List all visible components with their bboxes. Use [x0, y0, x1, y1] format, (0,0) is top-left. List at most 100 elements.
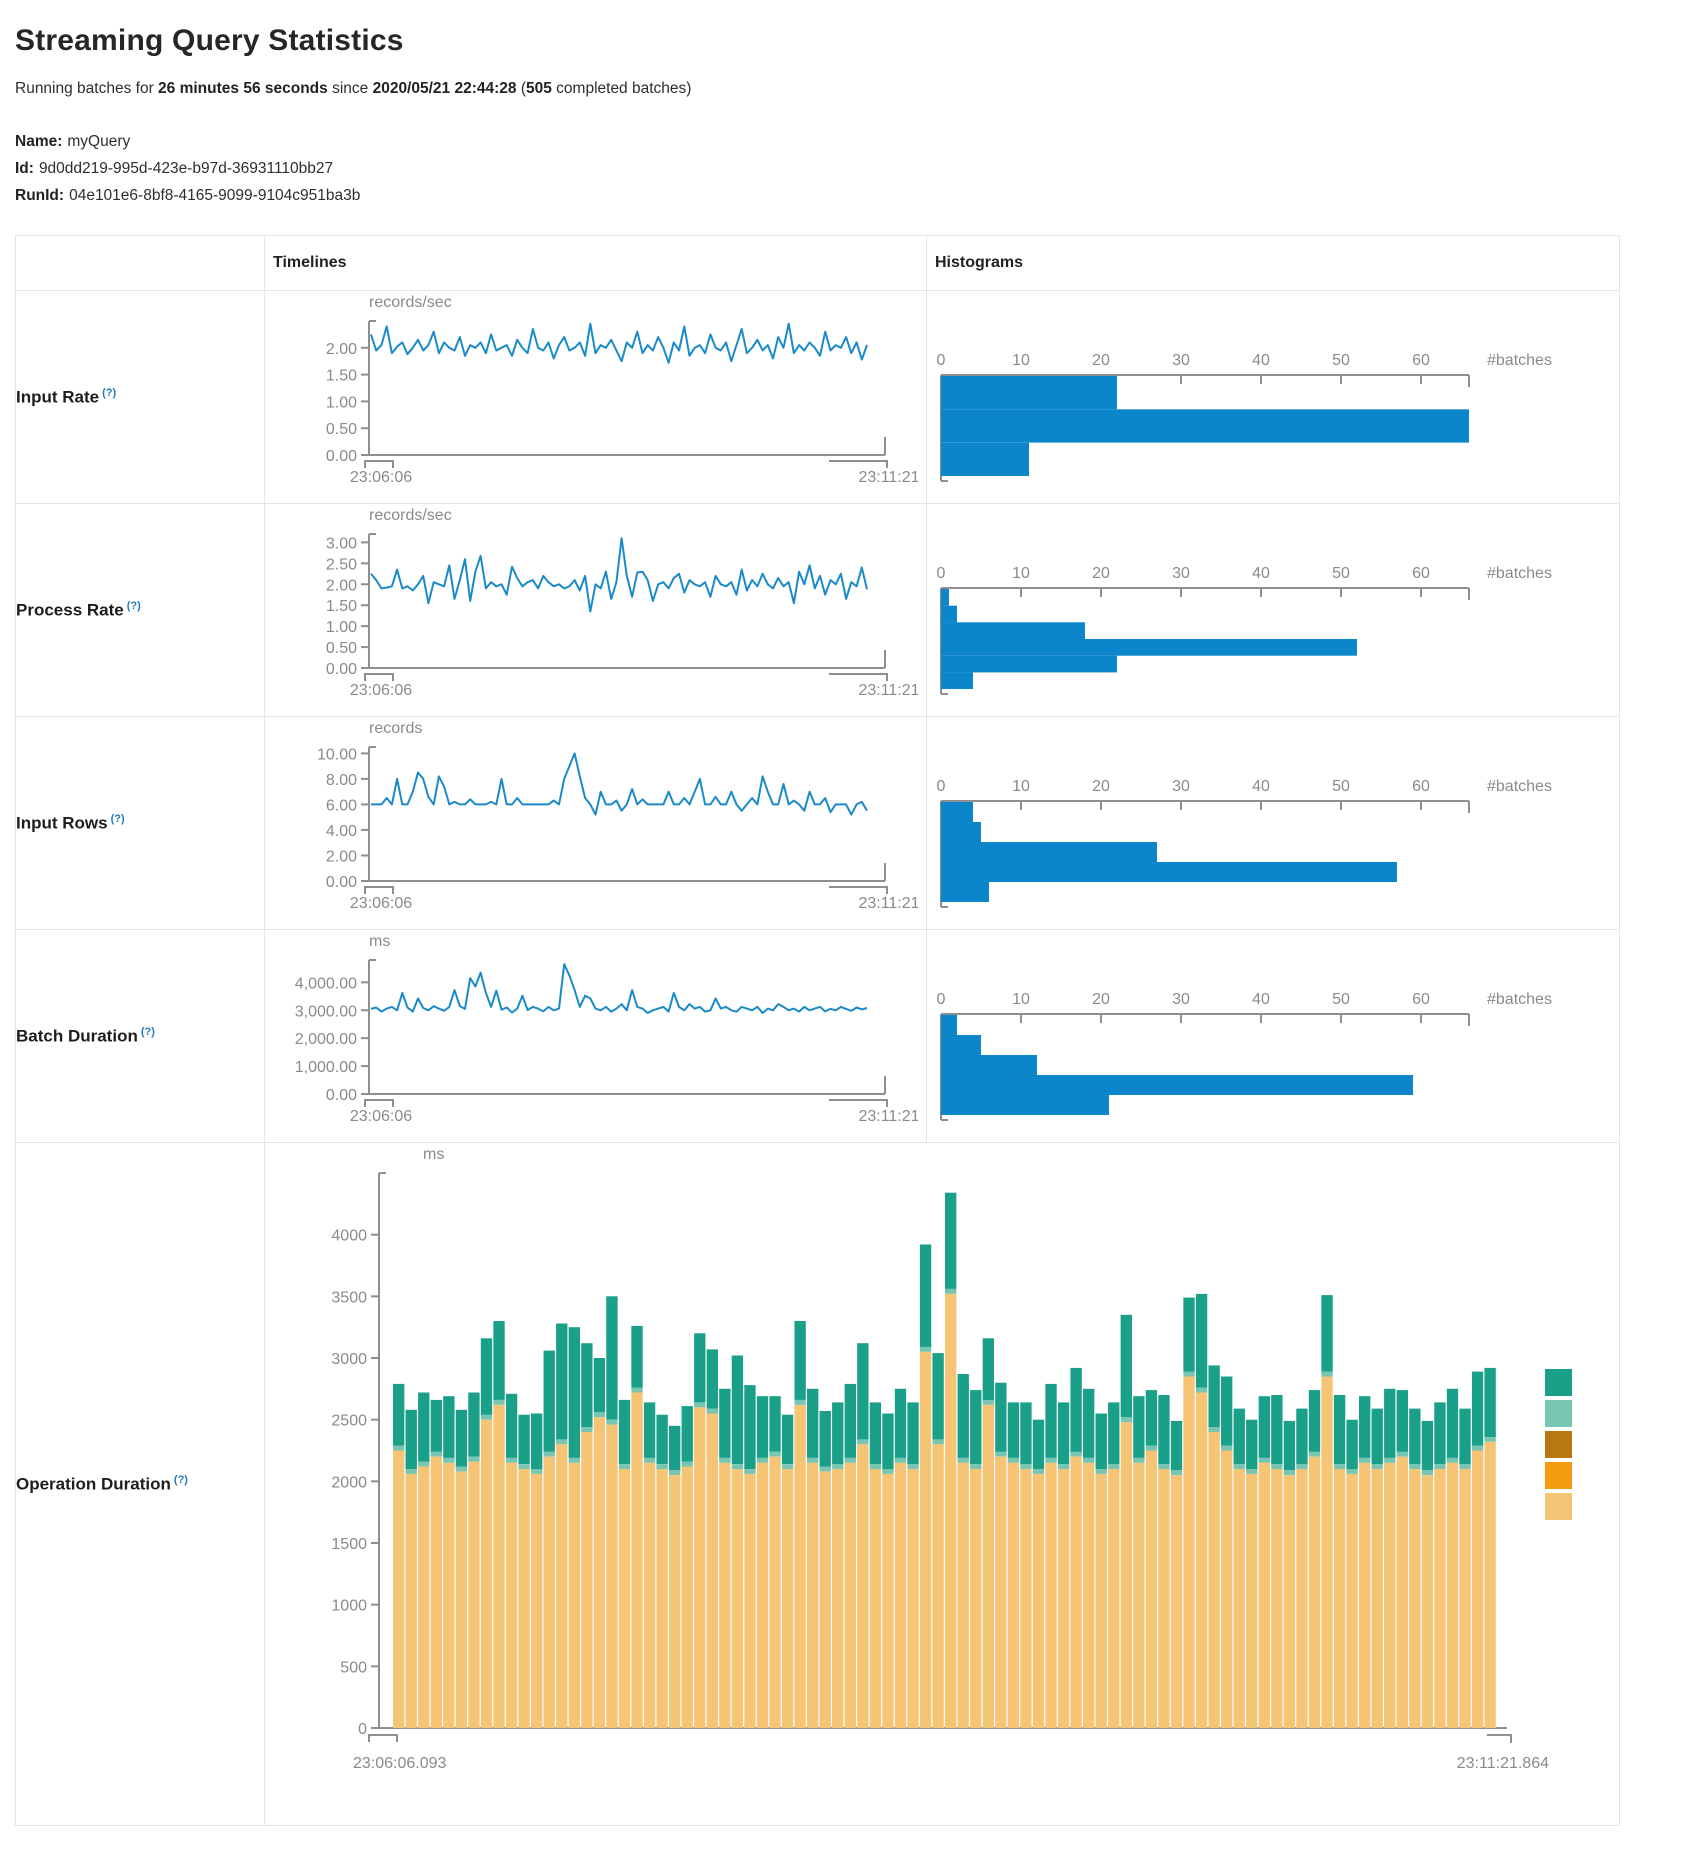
- svg-text:2,000.00: 2,000.00: [295, 1031, 357, 1048]
- stacked-bar-segment-light-teal-segment: [781, 1464, 794, 1469]
- stacked-bar-segment-tan-segment: [455, 1471, 468, 1728]
- stacked-bar-segment-teal-segment: [405, 1409, 417, 1469]
- stacked-bar-segment-teal-segment: [769, 1396, 781, 1452]
- stacked-bar-segment-light-teal-segment: [1359, 1457, 1371, 1463]
- stacked-bar-segment-teal-segment: [593, 1358, 606, 1413]
- stacked-bar-segment-tan-segment: [1471, 1450, 1484, 1728]
- stacked-bar-segment-light-teal-segment: [1371, 1464, 1383, 1469]
- paren-close: completed batches): [551, 80, 692, 97]
- histogram-bar: [941, 655, 1117, 673]
- svg-text:50: 50: [1332, 565, 1350, 582]
- svg-text:23:11:21.864: 23:11:21.864: [1457, 1755, 1549, 1772]
- svg-text:23:11:21: 23:11:21: [858, 469, 918, 486]
- stacked-bar-segment-tan-segment: [919, 1351, 932, 1728]
- help-icon[interactable]: (?): [102, 386, 117, 399]
- stacked-bar-segment-teal-segment: [719, 1388, 731, 1458]
- stacked-bar-segment-tan-segment: [480, 1419, 493, 1728]
- stacked-bar-segment-tan-segment: [1296, 1469, 1308, 1728]
- histogram-bar: [941, 376, 1117, 410]
- svg-text:23:06:06.093: 23:06:06.093: [353, 1755, 447, 1772]
- stacked-bar-segment-tan-segment: [568, 1462, 580, 1728]
- stacked-bar-segment-teal-segment: [393, 1383, 405, 1446]
- stacked-bar-segment-light-teal-segment: [832, 1464, 844, 1469]
- id-value: 9d0dd219-995d-423e-b97d-36931110bb27: [38, 160, 334, 177]
- stacked-bar-segment-tan-segment: [1195, 1392, 1208, 1728]
- batch-duration-histogram-chart: 0 10 20 30 40 50 60 #batches: [937, 991, 1552, 1121]
- help-icon[interactable]: (?): [126, 599, 141, 612]
- process-rate-histogram-cell: 0 10 20 30 40 50 60 #batches: [926, 503, 1620, 717]
- stacked-bar-segment-tan-segment: [505, 1462, 518, 1728]
- stacked-bar-segment-tan-segment: [656, 1469, 668, 1728]
- histogram-bar: [941, 589, 949, 606]
- stacked-bar-segment-teal-segment: [945, 1192, 957, 1289]
- stacked-bar-segment-teal-segment: [681, 1406, 693, 1462]
- stacked-bar-segment-tan-segment: [1145, 1450, 1158, 1728]
- stacked-bar-segment-light-teal-segment: [907, 1464, 919, 1469]
- stacked-bar-segment-light-teal-segment: [1484, 1436, 1496, 1442]
- svg-text:1.00: 1.00: [326, 394, 357, 411]
- svg-text:20: 20: [1092, 778, 1110, 795]
- stacked-bar-segment-teal-segment: [869, 1402, 882, 1465]
- stacked-bar-segment-teal-segment: [1359, 1396, 1371, 1458]
- svg-text:20: 20: [1092, 352, 1110, 369]
- stacked-bar-segment-teal-segment: [1195, 1293, 1208, 1388]
- svg-text:1.00: 1.00: [326, 619, 357, 636]
- stacked-bar-segment-tan-segment: [1359, 1462, 1371, 1728]
- legend-swatch: [1545, 1400, 1572, 1427]
- svg-text:30: 30: [1172, 352, 1190, 369]
- svg-text:0.00: 0.00: [326, 874, 357, 891]
- stacked-bar-segment-teal-segment: [1271, 1395, 1283, 1465]
- query-id-line: Id: 9d0dd219-995d-423e-b97d-36931110bb27: [15, 155, 1693, 182]
- paren-open: (: [516, 80, 526, 97]
- stacked-bar-segment-light-teal-segment: [393, 1445, 405, 1451]
- stacked-bar-segment-tan-segment: [556, 1444, 568, 1728]
- stacked-bar-segment-tan-segment: [694, 1407, 706, 1728]
- svg-text:0.00: 0.00: [326, 1087, 357, 1104]
- svg-text:40: 40: [1252, 778, 1270, 795]
- stacked-bar-segment-light-teal-segment: [807, 1457, 819, 1463]
- stacked-bar-segment-light-teal-segment: [932, 1439, 944, 1445]
- help-icon[interactable]: (?): [173, 1473, 188, 1486]
- svg-text:0.50: 0.50: [326, 640, 357, 657]
- stacked-bar-segment-teal-segment: [794, 1321, 806, 1400]
- stacked-bar-segment-tan-segment: [493, 1404, 505, 1728]
- stacked-bar-segment-tan-segment: [531, 1473, 543, 1728]
- stacked-bar-segment-teal-segment: [1208, 1365, 1220, 1428]
- operation-duration-stacked-chart: ms 0 500 1000 1500 2000 2500 3000 3500 4000 23:06:…: [331, 1146, 1572, 1772]
- operation-duration-label: Operation Duration: [16, 1474, 171, 1494]
- stacked-bar-segment-light-teal-segment: [1158, 1464, 1170, 1469]
- svg-text:23:06:06: 23:06:06: [350, 895, 412, 912]
- svg-text:2.00: 2.00: [326, 848, 357, 865]
- stacked-bar-segment-light-teal-segment: [1020, 1464, 1032, 1469]
- stacked-bar-segment-tan-segment: [1384, 1462, 1396, 1728]
- stacked-bar-segment-teal-segment: [1170, 1420, 1183, 1471]
- stacked-bar-segment-tan-segment: [982, 1404, 994, 1728]
- stacked-bar-segment-teal-segment: [1396, 1390, 1408, 1452]
- stacked-bar-segment-light-teal-segment: [1108, 1464, 1120, 1469]
- svg-text:3.00: 3.00: [326, 535, 357, 552]
- svg-text:40: 40: [1252, 991, 1270, 1008]
- table-row-process-rate: Process Rate (?) records/sec 0.00 0.50 1.00 1…: [15, 503, 1620, 717]
- stacked-bar-segment-tan-segment: [1070, 1456, 1082, 1728]
- histogram-bar: [941, 1075, 1413, 1095]
- stacked-bar-segment-teal-segment: [1145, 1390, 1158, 1446]
- stacked-bar-segment-tan-segment: [643, 1462, 656, 1728]
- stacked-bar-segment-light-teal-segment: [857, 1439, 869, 1445]
- page-title: Streaming Query Statistics: [15, 24, 404, 57]
- svg-text:2.00: 2.00: [326, 341, 357, 358]
- svg-text:60: 60: [1412, 991, 1430, 1008]
- stacked-bar-segment-light-teal-segment: [1195, 1387, 1208, 1393]
- stacked-bar-segment-light-teal-segment: [1333, 1464, 1346, 1469]
- stacked-bar-segment-light-teal-segment: [769, 1451, 781, 1457]
- legend-swatch: [1545, 1431, 1572, 1458]
- stacked-bar-segment-light-teal-segment: [694, 1402, 706, 1408]
- svg-text:4.00: 4.00: [326, 823, 357, 840]
- stacked-bar-segment-teal-segment: [844, 1383, 856, 1458]
- stacked-bar-segment-teal-segment: [982, 1338, 994, 1400]
- timeline-line: [370, 963, 868, 1014]
- stacked-bar-segment-tan-segment: [1183, 1376, 1195, 1728]
- name-value: myQuery: [67, 133, 131, 150]
- help-icon[interactable]: (?): [110, 812, 125, 825]
- help-icon[interactable]: (?): [140, 1025, 155, 1038]
